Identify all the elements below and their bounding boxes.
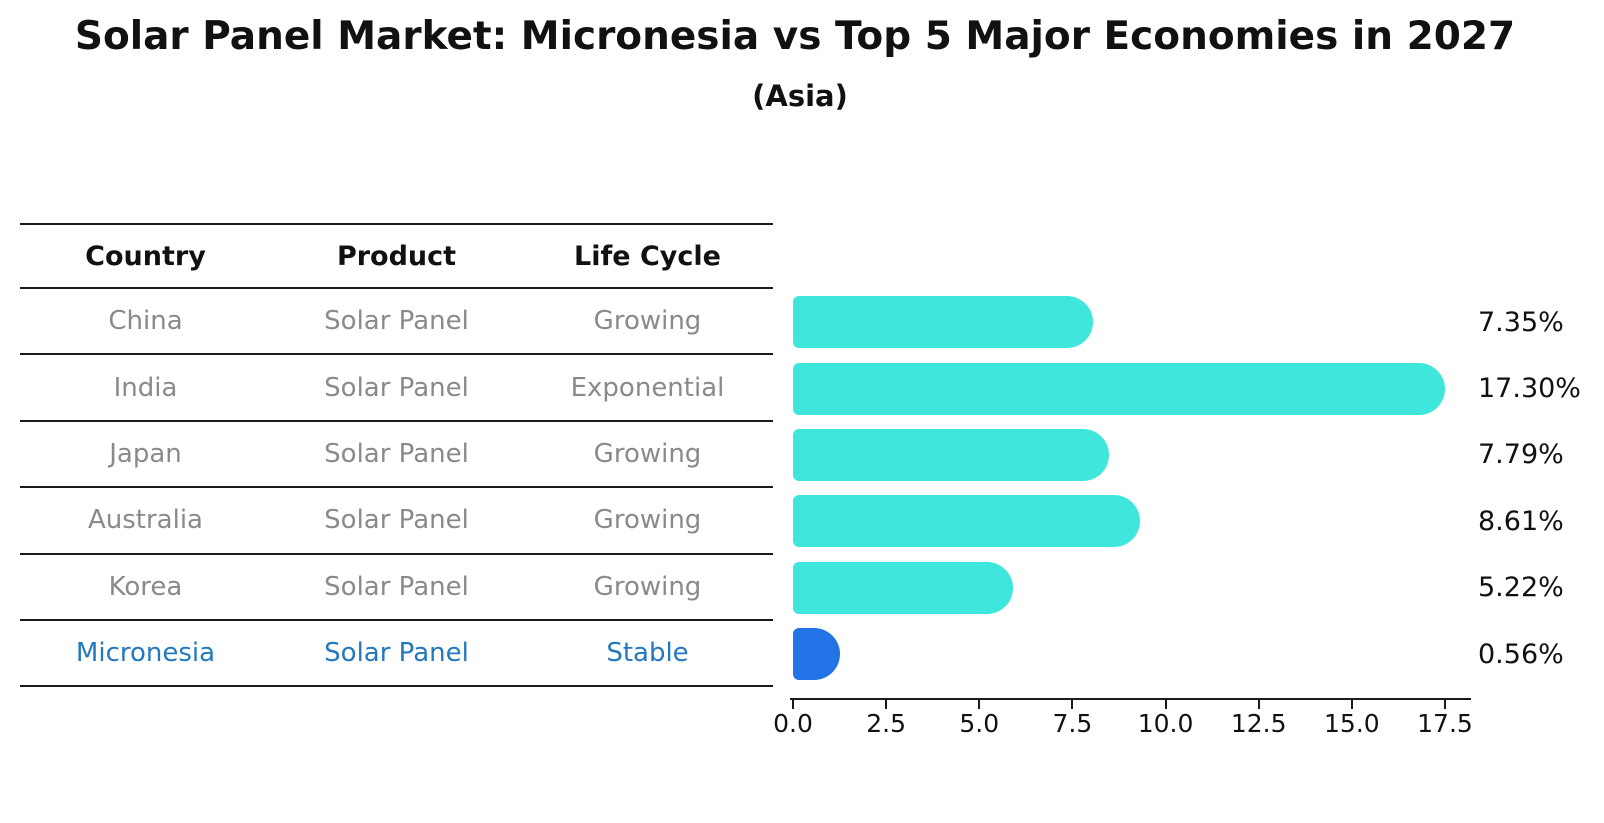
bar-india [793, 362, 1445, 415]
x-axis-tick [978, 700, 981, 709]
value-label-korea: 5.22% [1478, 572, 1564, 604]
x-axis-line [790, 698, 1471, 700]
bar-korea [793, 561, 1014, 614]
bar-row [793, 422, 1445, 488]
country-cell: China [108, 306, 183, 337]
table-row: China Solar Panel Growing [20, 289, 773, 356]
bar-row [793, 621, 1445, 687]
product-cell: Solar Panel [324, 638, 469, 669]
country-cell: Japan [109, 438, 182, 469]
table-row: Australia Solar Panel Growing [20, 488, 773, 555]
product-cell: Solar Panel [324, 372, 469, 403]
column-header-product: Product [336, 240, 457, 272]
value-label-india: 17.30% [1478, 373, 1581, 405]
x-axis-tick-label: 10.0 [1137, 709, 1194, 738]
bar-row [793, 555, 1445, 621]
country-cell: India [113, 372, 178, 403]
chart-subtitle: (Asia) [752, 79, 848, 113]
table-header-row: Country Product Life Cycle [20, 223, 773, 289]
bar-micronesia [793, 628, 840, 681]
product-cell: Solar Panel [324, 306, 469, 337]
x-axis-tick-label: 15.0 [1324, 709, 1380, 738]
country-table: Country Product Life Cycle China Solar P… [20, 223, 773, 688]
x-axis-tick [792, 700, 794, 709]
x-axis-tick [1257, 700, 1260, 709]
life-cycle-cell: Growing [593, 505, 702, 536]
x-axis-tick [1071, 700, 1074, 709]
x-axis-tick [885, 700, 888, 709]
bar-row [793, 289, 1445, 355]
value-label-australia: 8.61% [1478, 505, 1564, 537]
x-axis-tick [1164, 700, 1167, 709]
life-cycle-cell: Growing [593, 306, 702, 337]
life-cycle-cell: Stable [606, 638, 689, 669]
product-cell: Solar Panel [324, 438, 469, 469]
product-cell: Solar Panel [324, 571, 469, 602]
life-cycle-cell: Exponential [570, 372, 725, 403]
value-label-china: 7.35% [1478, 306, 1564, 338]
column-header-life-cycle: Life Cycle [574, 240, 721, 272]
x-axis-tick [1350, 700, 1353, 709]
country-cell: Korea [108, 571, 183, 602]
bar-china [793, 296, 1093, 349]
table-row: Korea Solar Panel Growing [20, 555, 773, 621]
x-axis-tick-label: 0.0 [773, 709, 813, 738]
x-axis-tick [1444, 700, 1446, 709]
country-cell: Australia [87, 505, 203, 536]
column-header-country: Country [85, 240, 206, 272]
x-axis-tick-label: 2.5 [866, 709, 906, 738]
value-label-japan: 7.79% [1478, 439, 1564, 471]
product-cell: Solar Panel [324, 505, 469, 536]
bar-plot-area [793, 289, 1445, 688]
table-row-micronesia: Micronesia Solar Panel Stable [20, 621, 773, 688]
table-row: Japan Solar Panel Growing [20, 422, 773, 489]
value-label-micronesia: 0.56% [1478, 638, 1564, 670]
bar-japan [793, 429, 1110, 482]
x-axis-tick-label: 7.5 [1052, 709, 1093, 738]
bar-row [793, 355, 1445, 421]
country-cell: Micronesia [75, 638, 216, 669]
x-axis-tick-label: 12.5 [1230, 709, 1287, 738]
life-cycle-cell: Growing [593, 438, 702, 469]
x-axis-tick-label: 17.5 [1417, 709, 1473, 738]
x-axis-tick-label: 5.0 [959, 709, 1000, 738]
life-cycle-cell: Growing [593, 571, 702, 602]
table-row: India Solar Panel Exponential [20, 355, 773, 422]
bar-row [793, 488, 1445, 554]
bar-australia [793, 495, 1140, 548]
chart-title: Solar Panel Market: Micronesia vs Top 5 … [74, 14, 1516, 59]
